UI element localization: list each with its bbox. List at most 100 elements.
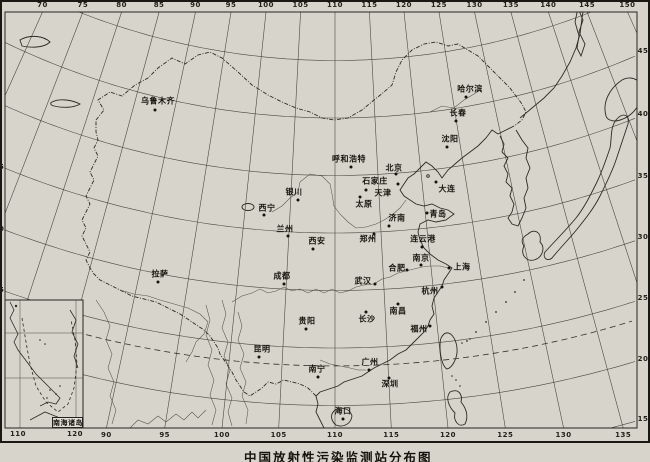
lat-tick-label-right: 20 [637, 354, 649, 363]
japan-hokkaido-outline [604, 77, 637, 122]
rivers-layer [95, 87, 483, 428]
city-label: 南昌 [389, 306, 407, 316]
city-label: 兰州 [276, 224, 294, 234]
meridian-line [5, 12, 84, 215]
lon-tick-label-top: 140 [540, 1, 557, 9]
meridian-line [106, 12, 196, 428]
lat-tick-label-right: 45 [637, 47, 649, 56]
city-dot [311, 247, 315, 251]
lon-tick-label-top: 75 [77, 1, 89, 9]
inset-lon-tick-label: 120 [66, 430, 84, 438]
lon-tick-label-bottom: 135 [615, 431, 632, 439]
japan-honshu-outline [543, 114, 629, 261]
lat-tick-label-right: 40 [637, 110, 649, 119]
map-neatline [4, 11, 638, 429]
city-dot [396, 302, 400, 306]
island-dot [461, 342, 463, 344]
meridian-line [403, 12, 449, 428]
island-dot [451, 375, 453, 377]
city-dot [373, 282, 377, 286]
inset-nine-dash-line [21, 317, 78, 413]
city-label: 青岛 [429, 209, 447, 219]
city-label: 贵阳 [298, 316, 316, 326]
meridian-line [164, 12, 232, 428]
inset-island-dot [55, 393, 57, 395]
island-dot [455, 379, 457, 381]
city-label: 西安 [308, 236, 326, 246]
city-label: 呼和浩特 [332, 154, 366, 164]
lat-tick-label-right: 25 [637, 294, 649, 303]
city-dot [257, 355, 261, 359]
city-dot [296, 198, 300, 202]
parallel-line [5, 351, 636, 406]
city-label: 昆明 [253, 344, 271, 354]
city-label: 郑州 [359, 234, 377, 244]
lon-tick-label-bottom: 105 [270, 431, 287, 439]
island-dot [523, 279, 525, 281]
meridian-line [221, 12, 267, 428]
lat-tick-label-left: 25 [0, 286, 5, 295]
city-dot [387, 224, 391, 228]
island-dot [469, 338, 471, 340]
city-label: 西宁 [258, 203, 276, 213]
hainan-outline [331, 407, 353, 427]
city-dot [358, 195, 362, 199]
map-outer-border [0, 0, 650, 443]
sakhalin-outline [574, 12, 586, 58]
inset-lon-tick-label: 110 [9, 430, 27, 438]
lon-tick-label-top: 80 [116, 1, 128, 9]
city-label: 拉萨 [151, 269, 169, 279]
lon-tick-label-top: 90 [190, 1, 201, 9]
inset-graticule [5, 300, 83, 428]
yangtze-river [231, 265, 449, 303]
yellow-river [271, 173, 407, 229]
inset-label: 南海诸岛 [52, 417, 83, 428]
meridian-line [627, 12, 637, 34]
bohai-islet [426, 174, 430, 178]
lon-tick-label-top: 95 [225, 1, 237, 9]
lon-tick-label-top: 130 [466, 1, 483, 9]
city-dot [405, 268, 409, 272]
parallel-line [77, 12, 593, 61]
salween-river [205, 304, 217, 426]
city-dot [434, 180, 438, 184]
city-label: 连云港 [410, 234, 436, 244]
city-dot [262, 213, 266, 217]
city-label: 银川 [285, 187, 303, 197]
parallel-line [5, 291, 636, 349]
city-label: 合肥 [388, 263, 406, 273]
city-dot [282, 282, 286, 286]
inset-island-dot [46, 397, 48, 399]
lon-tick-label-top: 125 [430, 1, 448, 9]
china-coastline [315, 125, 515, 428]
island-dot [514, 291, 516, 293]
meridian-line [474, 12, 564, 428]
city-label: 上海 [453, 262, 471, 272]
lon-tick-label-bottom: 95 [159, 431, 171, 439]
lon-tick-label-top: 135 [502, 1, 519, 9]
geography-layer [19, 12, 637, 428]
city-dot [419, 263, 423, 267]
city-dot [349, 165, 353, 169]
lon-tick-label-bottom: 90 [101, 431, 112, 439]
nw-lake [19, 35, 51, 48]
city-label: 济南 [388, 213, 406, 223]
city-dot [316, 375, 320, 379]
city-dot [387, 376, 391, 380]
city-label: 哈尔滨 [457, 84, 483, 94]
inset-island-dot [44, 343, 46, 345]
city-dot [394, 172, 398, 176]
lon-tick-label-bottom: 110 [326, 431, 344, 439]
lon-tick-label-top: 115 [361, 1, 378, 9]
city-label: 沈阳 [441, 134, 459, 144]
island-dot [475, 331, 477, 333]
inset-island-dot [49, 389, 51, 391]
island-dot [485, 321, 487, 323]
city-label: 长春 [449, 108, 467, 118]
small-islands-layer [451, 279, 525, 387]
city-dot [367, 368, 371, 372]
inset-islands [14, 304, 61, 399]
city-label: 南宁 [308, 364, 326, 374]
